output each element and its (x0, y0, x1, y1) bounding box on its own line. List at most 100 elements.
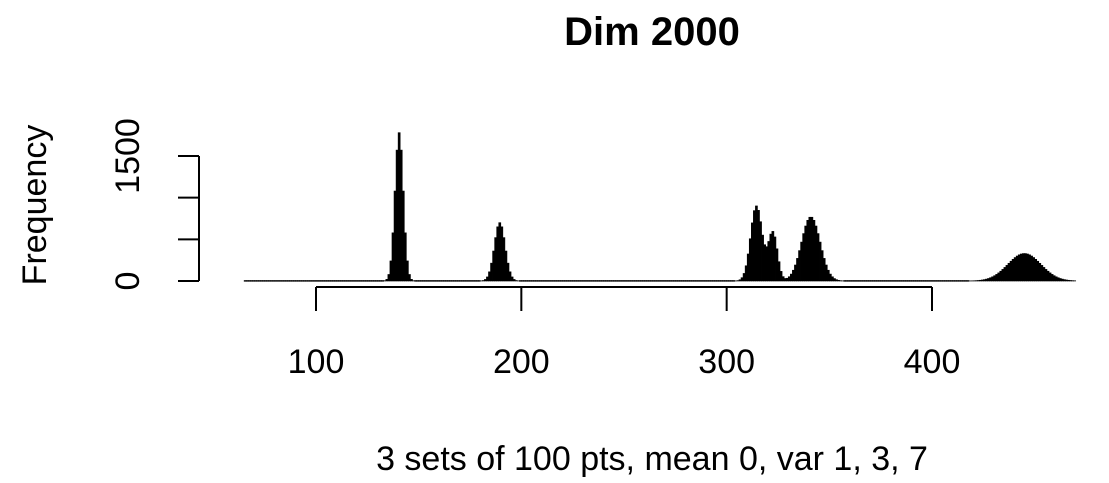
histogram-bar (824, 264, 828, 282)
histogram-bar (646, 280, 649, 282)
histogram-bar (633, 280, 637, 282)
histogram-bar (1048, 272, 1052, 282)
histogram-bar (642, 280, 645, 282)
histogram-bar (369, 280, 372, 282)
histogram-bar (512, 279, 516, 282)
x-tick-label: 200 (493, 343, 550, 381)
histogram-bar (282, 280, 286, 282)
histogram-bar (847, 280, 851, 282)
histogram-bar (463, 280, 467, 282)
histogram-bar (960, 280, 964, 282)
histogram-bar (742, 273, 746, 282)
histogram-bar (812, 220, 816, 282)
histogram-bar (755, 205, 758, 282)
histogram-bar (697, 280, 701, 282)
histogram-bar (886, 280, 890, 282)
histogram-bar (1034, 258, 1038, 282)
histogram-bar (260, 280, 263, 282)
histogram-bar (804, 225, 808, 282)
histogram-bar (426, 280, 430, 282)
histogram-bar (652, 280, 656, 282)
histogram-bar (771, 231, 775, 282)
histogram-bar (744, 265, 748, 282)
histogram-bar (457, 280, 461, 282)
histogram-bar (941, 280, 945, 282)
histogram-bar (352, 280, 356, 282)
histogram-bar (765, 246, 769, 282)
histogram-bar (675, 280, 678, 282)
histogram-bar (428, 280, 432, 282)
histogram-bar (880, 280, 884, 282)
histogram-bar (594, 280, 598, 282)
histogram-bar (309, 280, 313, 282)
histogram-bar (806, 220, 810, 282)
histogram-bar (436, 280, 440, 282)
histogram-bar (272, 280, 276, 282)
histogram-bar (455, 280, 458, 282)
histogram-bar (761, 234, 764, 282)
histogram-bar (484, 279, 487, 282)
histogram-bar (379, 280, 382, 282)
histogram-bar (853, 280, 857, 282)
histogram-bar (911, 280, 914, 282)
histogram-bar (514, 280, 518, 282)
histogram-bar (414, 280, 417, 282)
x-tick-label: 400 (904, 343, 961, 381)
histogram-bar (933, 280, 937, 282)
histogram-bar (732, 280, 736, 282)
histogram-bar (440, 280, 444, 282)
histogram-bar (917, 280, 920, 282)
histogram-bar (654, 280, 658, 282)
histogram-bar (855, 280, 859, 282)
histogram-bar (709, 280, 713, 282)
histogram-bar (490, 262, 493, 282)
histogram-bar (537, 280, 541, 282)
histogram-bar (648, 280, 651, 282)
histogram-bar (656, 280, 660, 282)
histogram-bar (730, 280, 734, 282)
histogram-bar (921, 280, 925, 282)
histogram-bar (983, 279, 986, 282)
histogram-bar (344, 280, 348, 282)
histogram-bar (346, 280, 350, 282)
histogram-bar (449, 280, 452, 282)
histogram-bar (878, 280, 881, 282)
histogram-bar (898, 280, 902, 282)
histogram-bar (668, 280, 672, 282)
histogram-bar (685, 280, 688, 282)
histogram-bar (826, 269, 830, 282)
histogram-bar (492, 250, 495, 282)
histogram-bar (521, 280, 524, 282)
histogram-bar (1059, 278, 1062, 282)
histogram-bar (284, 280, 288, 282)
histogram-bar (658, 280, 662, 282)
histogram-bar (399, 149, 403, 282)
histogram-bar (377, 280, 380, 282)
histogram-bar (718, 280, 721, 282)
histogram-bar (740, 277, 744, 282)
histogram-bar (297, 280, 300, 282)
histogram-bar (539, 280, 543, 282)
histogram-bar (1022, 253, 1025, 282)
histogram-bar (890, 280, 894, 282)
histogram-bar (500, 226, 504, 282)
histogram-bar (989, 277, 992, 282)
histogram-bar (1040, 265, 1044, 282)
histogram-bar (681, 280, 684, 282)
histogram-bar (958, 280, 962, 282)
histogram-bar (1017, 254, 1021, 282)
histogram-bar (619, 280, 623, 282)
histogram-bar (810, 216, 814, 282)
histogram-bar (763, 244, 766, 282)
histogram-bar (247, 280, 251, 282)
histogram-bar (371, 280, 374, 282)
histogram-bar (1028, 254, 1031, 282)
histogram-bar (249, 280, 253, 282)
histogram-bar (964, 280, 968, 282)
histogram-bar (527, 280, 530, 282)
histogram-bar (605, 280, 608, 282)
histogram-bar (430, 280, 434, 282)
histogram-bar (1032, 257, 1035, 282)
histogram-bar (779, 271, 783, 282)
